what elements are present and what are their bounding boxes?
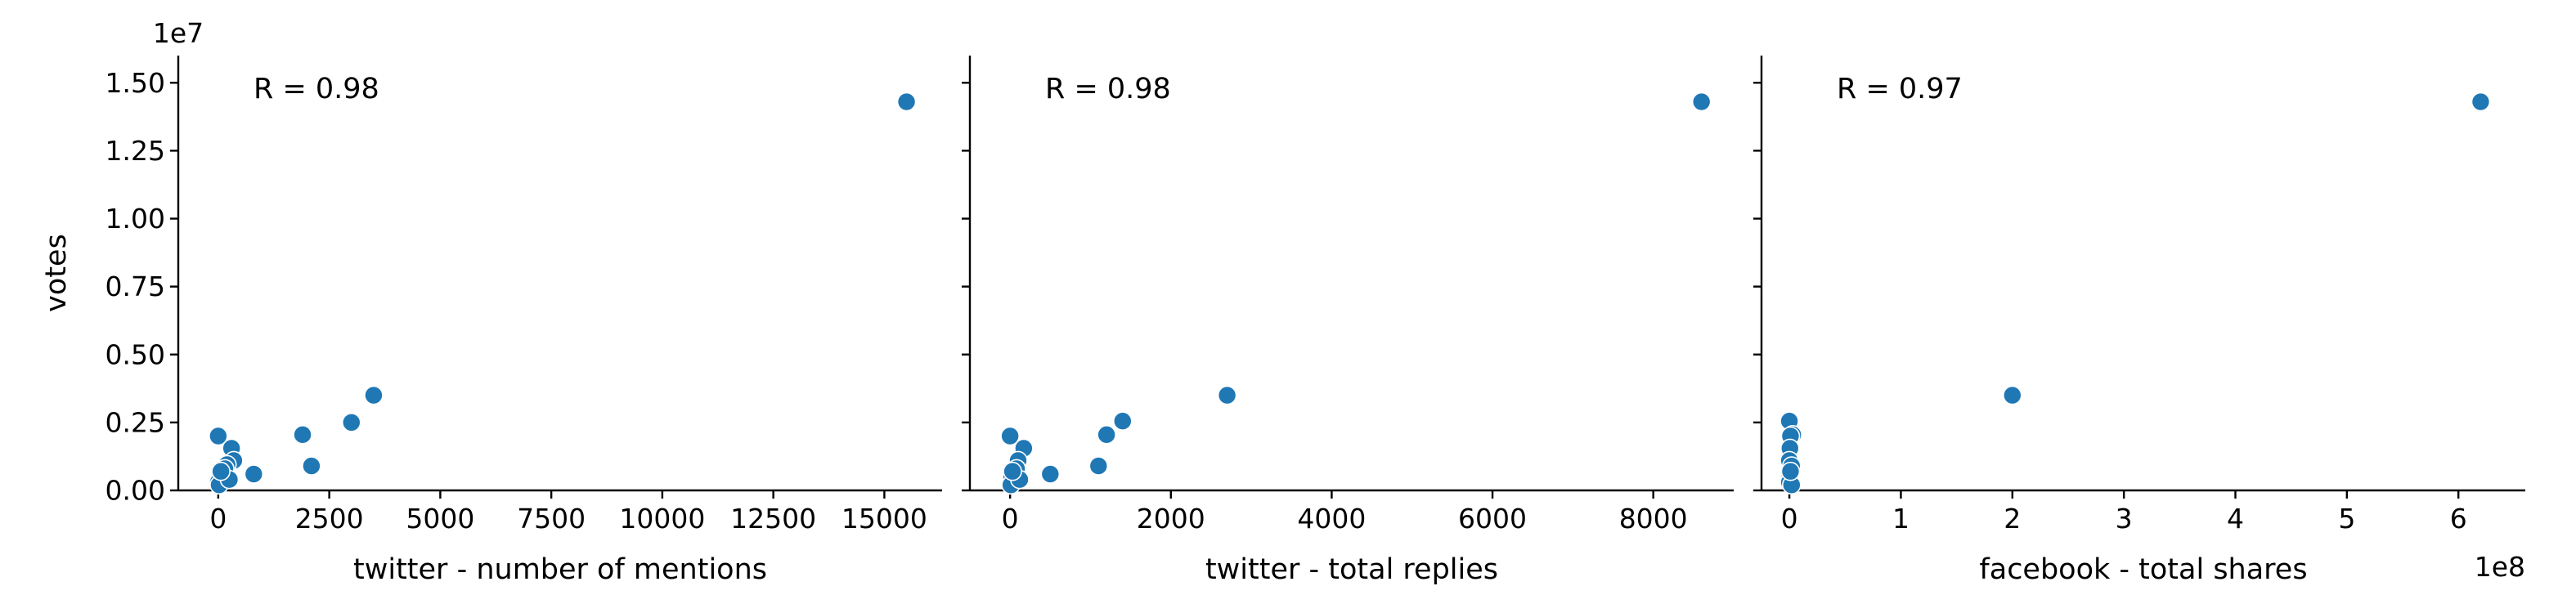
data-point xyxy=(2002,385,2022,405)
x-tick-label: 12500 xyxy=(730,503,816,535)
y-tick-label: 1.00 xyxy=(105,203,165,235)
data-point xyxy=(364,385,384,405)
x-axis-label: twitter - total replies xyxy=(1205,553,1498,586)
data-point xyxy=(293,425,312,445)
data-point xyxy=(1691,92,1712,112)
x-axis-label: twitter - number of mentions xyxy=(353,553,767,586)
x-tick-label: 2 xyxy=(2004,503,2021,535)
x-tick-label: 2000 xyxy=(1137,503,1205,535)
x-tick-label: 3 xyxy=(2116,503,2133,535)
y-tick-label: 1.25 xyxy=(105,135,165,167)
data-point xyxy=(1097,425,1116,445)
y-tick-label: 0.00 xyxy=(105,475,165,507)
data-point xyxy=(1088,456,1109,476)
x-tick-label: 4000 xyxy=(1297,503,1366,535)
data-point xyxy=(211,461,231,481)
x-tick-label: 15000 xyxy=(841,503,927,535)
y-tick-label: 0.50 xyxy=(105,338,165,370)
data-point xyxy=(1003,461,1022,481)
x-offset-label: 1e8 xyxy=(2475,551,2525,583)
data-point xyxy=(1217,385,1237,405)
x-tick-label: 4 xyxy=(2227,503,2244,535)
correlation-annotation: R = 0.98 xyxy=(254,73,379,105)
data-point xyxy=(302,456,321,476)
data-point xyxy=(2471,92,2491,112)
x-tick-label: 2500 xyxy=(295,503,364,535)
x-tick-label: 7500 xyxy=(517,503,586,535)
x-tick-label: 0 xyxy=(1781,503,1798,535)
x-tick-label: 10000 xyxy=(619,503,705,535)
x-tick-label: 6 xyxy=(2450,503,2467,535)
x-tick-label: 0 xyxy=(1002,503,1019,535)
y-tick-label: 1.50 xyxy=(105,67,165,99)
x-tick-label: 1 xyxy=(1892,503,1910,535)
x-tick-label: 6000 xyxy=(1458,503,1527,535)
subplot-2: 0 2000 4000 6000 8000 twitter - total replies… xyxy=(962,56,1734,586)
data-point xyxy=(341,413,361,432)
x-tick-label: 5 xyxy=(2338,503,2355,535)
subplot-1: 0.00 0.25 0.50 0.75 1.00 1.25 1.50 0 2500 5000 750… xyxy=(40,17,942,586)
x-axis-label: facebook - total shares xyxy=(1979,553,2307,586)
data-point xyxy=(1040,464,1061,484)
x-tick-label: 8000 xyxy=(1619,503,1688,535)
data-point xyxy=(896,92,917,112)
data-point xyxy=(1780,461,1801,481)
data-point xyxy=(1113,411,1133,432)
data-point xyxy=(244,464,264,484)
data-point xyxy=(1000,426,1020,446)
data-point xyxy=(209,426,228,446)
y-tick-label: 0.75 xyxy=(105,271,165,302)
y-axis-label: votes xyxy=(40,234,73,312)
y-offset-label: 1e7 xyxy=(153,17,204,49)
x-tick-label: 5000 xyxy=(406,503,474,535)
x-tick-label: 0 xyxy=(209,503,227,535)
correlation-annotation: R = 0.98 xyxy=(1045,73,1171,105)
correlation-annotation: R = 0.97 xyxy=(1837,73,1963,105)
y-tick-label: 0.25 xyxy=(105,406,165,438)
subplot-3: 0 1 2 3 4 5 6 facebook - total shares 1e8 R = 0.9… xyxy=(1753,56,2525,586)
